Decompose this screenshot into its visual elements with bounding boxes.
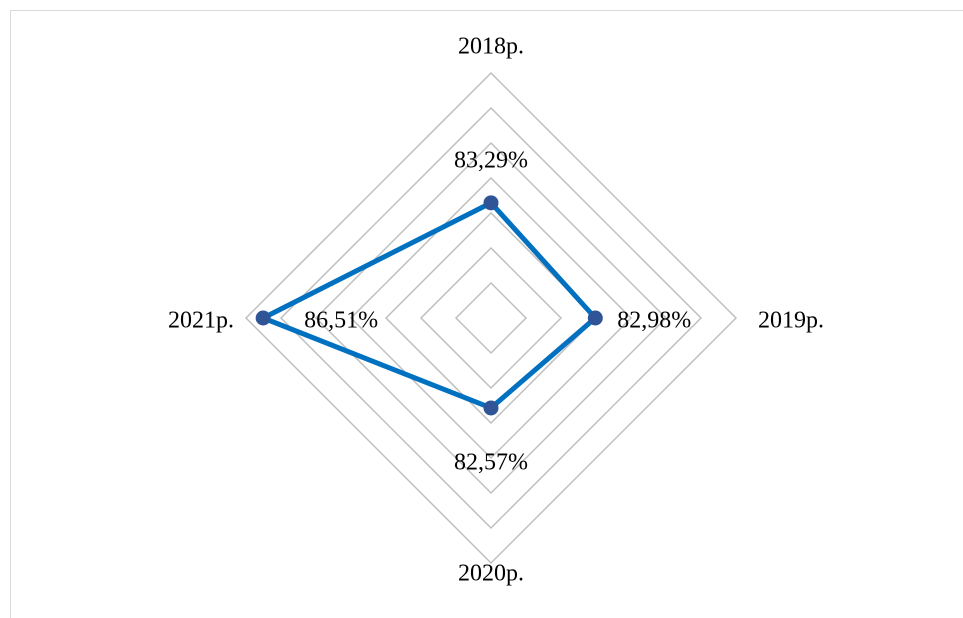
grid-ring	[279, 106, 703, 530]
grid-ring	[349, 176, 633, 460]
data-point	[255, 310, 271, 326]
category-label: 2019р.	[758, 308, 824, 334]
data-label: 83,29%	[454, 147, 528, 173]
grid-ring	[454, 281, 528, 355]
data-point	[483, 400, 499, 416]
data-label: 82,57%	[454, 449, 528, 475]
category-label: 2021р.	[168, 308, 234, 334]
category-label: 2018р.	[458, 34, 524, 60]
data-label: 82,98%	[617, 308, 691, 334]
grid-ring	[419, 246, 563, 390]
series	[255, 195, 603, 416]
category-label: 2020р.	[458, 561, 524, 587]
data-point	[587, 310, 603, 326]
data-label: 86,51%	[304, 308, 378, 334]
labels: 2018р. 2019р. 2020р. 2021р. 83,29% 82,98% 82,5…	[168, 34, 824, 587]
grid-ring	[244, 71, 738, 565]
data-point	[483, 195, 499, 211]
